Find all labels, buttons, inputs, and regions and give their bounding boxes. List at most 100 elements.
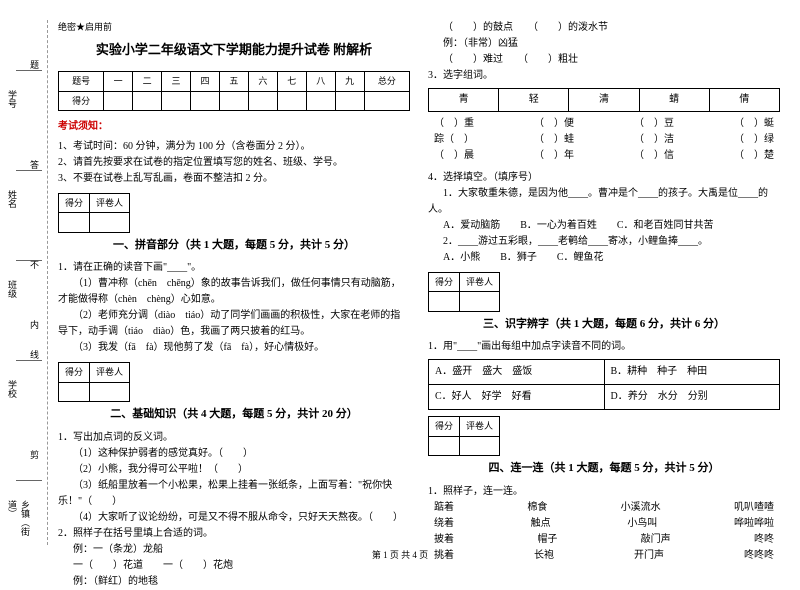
ss-cell[interactable] xyxy=(460,436,500,455)
score-head: 九 xyxy=(335,72,364,91)
conn-item: 小溪流水 xyxy=(621,500,661,516)
char-item: 踪（ ） xyxy=(434,132,474,148)
q24-stem: 4．选择填空。（填序号） xyxy=(428,170,780,186)
ss-head: 得分 xyxy=(59,363,90,382)
paper-title: 实验小学二年级语文下学期能力提升试卷 附解析 xyxy=(58,40,410,61)
char-item: （ ）豆 xyxy=(634,116,674,132)
score-head: 二 xyxy=(133,72,162,91)
part2-title: 二、基础知识（共 4 大题，每题 5 分，共计 20 分） xyxy=(58,406,410,424)
ss-head: 评卷人 xyxy=(460,417,500,436)
gutter-hint: 答 xyxy=(28,160,41,169)
char-cell: 蜻 xyxy=(639,89,709,112)
answer-table: A．盛开 盛大 盛饭 B．耕种 种子 种田 C．好人 好学 好看 D．养分 水分… xyxy=(428,359,780,410)
right-column: （ ）的鼓点 （ ）的泼水节 例：（非常）凶猛 （ ）难过 （ ）粗壮 3．选字… xyxy=(428,20,780,545)
score-head: 题号 xyxy=(59,72,104,91)
q24-line: 1．大家敬重朱德，是因为他____。曹冲是个____的孩子。大禹是位____的人… xyxy=(428,186,780,218)
ans-cell: D．养分 水分 分别 xyxy=(604,385,780,410)
conn-item: 哗啦哗啦 xyxy=(734,516,774,532)
gutter-line xyxy=(16,360,42,361)
char-cell: 清 xyxy=(569,89,639,112)
conn-row: 绕着 触点 小鸟叫 哗啦哗啦 xyxy=(428,516,780,532)
score-head: 五 xyxy=(219,72,248,91)
ss-cell[interactable] xyxy=(429,436,460,455)
q21-line: （4）大家听了议论纷纷，可是又不得不服从命令，只好天天熬夜。（ ） xyxy=(58,510,410,526)
ss-cell[interactable] xyxy=(59,382,90,401)
q22-stem: 2．照样子在括号里填上合适的词。 xyxy=(58,526,410,542)
score-head: 四 xyxy=(191,72,220,91)
gutter-label: 乡镇（街道） xyxy=(6,500,32,545)
ss-head: 得分 xyxy=(429,417,460,436)
conn-item: 棉食 xyxy=(527,500,547,516)
gutter-label: 学校 xyxy=(6,380,19,398)
q4-stem: 1．照样子，连一连。 xyxy=(428,484,780,500)
gutter-hint: 线 xyxy=(28,350,41,359)
q1-stem: 1．请在正确的读音下画"____"。 xyxy=(58,260,410,276)
char-item: （ ）便 xyxy=(534,116,574,132)
col2-line: （ ）难过 （ ）粗壮 xyxy=(428,52,780,68)
ss-cell[interactable] xyxy=(90,213,130,232)
conn-row: 踮着 棉食 小溪流水 叽叭喳喳 xyxy=(428,500,780,516)
ss-cell[interactable] xyxy=(59,213,90,232)
notice-line: 2、请首先按要求在试卷的指定位置填写您的姓名、班级、学号。 xyxy=(58,155,410,171)
char-item: （ ）年 xyxy=(534,148,574,164)
char-item: （ ）绿 xyxy=(734,132,774,148)
char-cell: 轻 xyxy=(499,89,569,112)
part1-title: 一、拼音部分（共 1 大题，每题 5 分，共计 5 分） xyxy=(58,237,410,255)
score-cell[interactable] xyxy=(133,91,162,110)
notice-line: 3、不要在试卷上乱写乱画，卷面不整洁扣 2 分。 xyxy=(58,171,410,187)
gutter-hint: 题 xyxy=(28,60,41,69)
score-cell[interactable] xyxy=(306,91,335,110)
q21-line: （1）这种保护弱者的感觉真好。（ ） xyxy=(58,446,410,462)
score-cell[interactable] xyxy=(248,91,277,110)
gutter-hint: 剪 xyxy=(28,450,41,459)
char-item: （ ）晨 xyxy=(434,148,474,164)
notice-title: 考试须知： xyxy=(58,119,410,135)
gutter-hint: 不 xyxy=(28,260,41,269)
char-item: （ ）蛙 xyxy=(534,132,574,148)
small-score-box: 得分评卷人 xyxy=(58,362,130,402)
part3-title: 三、识字辨字（共 1 大题，每题 6 分，共计 6 分） xyxy=(428,316,780,334)
small-score-box: 得分评卷人 xyxy=(428,272,500,312)
q24-line: 2．____游过五彩眼，____老鹌给____寄冰，小鲤鱼捧____。 xyxy=(428,234,780,250)
part4-title: 四、连一连（共 1 大题，每题 5 分，共计 5 分） xyxy=(428,460,780,478)
left-column: 绝密★启用前 实验小学二年级语文下学期能力提升试卷 附解析 题号 一 二 三 四… xyxy=(58,20,410,545)
gutter-line xyxy=(16,70,42,71)
gutter-label: 班级 xyxy=(6,280,19,298)
small-score-box: 得分评卷人 xyxy=(58,193,130,233)
score-cell[interactable] xyxy=(335,91,364,110)
col2-line: （ ）的鼓点 （ ）的泼水节 xyxy=(428,20,780,36)
score-head: 三 xyxy=(162,72,191,91)
ss-cell[interactable] xyxy=(429,292,460,311)
q1-line: （1）曹冲称（chēn chēng）象的故事告诉我们，做任何事情只有动脑筋，才能… xyxy=(58,276,410,308)
ans-cell: B．耕种 种子 种田 xyxy=(604,360,780,385)
score-cell[interactable] xyxy=(104,91,133,110)
score-header-row: 题号 一 二 三 四 五 六 七 八 九 总分 xyxy=(59,72,410,91)
score-cell[interactable] xyxy=(191,91,220,110)
q1-line: （2）老师充分调（diào tiáo）动了同学们画画的积极性，大家在老师的指导下… xyxy=(58,308,410,340)
gutter-label: 学号 xyxy=(6,90,19,108)
char-item: （ ）重 xyxy=(434,116,474,132)
gutter-hint: 内 xyxy=(28,320,41,329)
ans-cell: C．好人 好学 好看 xyxy=(429,385,605,410)
char-item: （ ）蜓 xyxy=(734,116,774,132)
ss-cell[interactable] xyxy=(90,382,130,401)
score-cell[interactable] xyxy=(364,91,409,110)
col2-line: 例：（非常）凶猛 xyxy=(428,36,780,52)
score-cell[interactable] xyxy=(277,91,306,110)
ss-head: 评卷人 xyxy=(460,273,500,292)
score-head: 七 xyxy=(277,72,306,91)
score-cell[interactable] xyxy=(162,91,191,110)
q22-line: 例：（鲜红）的地毯 xyxy=(58,574,410,590)
char-row: 踪（ ） （ ）蛙 （ ）洁 （ ）绿 xyxy=(428,132,780,148)
conn-item: 咚咚 xyxy=(754,532,774,548)
q24-line: A．爱动脑筋 B．一心为着百姓 C．和老百姓同甘共苦 xyxy=(428,218,780,234)
conn-item: 触点 xyxy=(531,516,551,532)
score-head: 八 xyxy=(306,72,335,91)
score-table: 题号 一 二 三 四 五 六 七 八 九 总分 得分 xyxy=(58,71,410,111)
gutter-line xyxy=(16,480,42,481)
ss-head: 评卷人 xyxy=(90,363,130,382)
score-head: 总分 xyxy=(364,72,409,91)
ss-cell[interactable] xyxy=(460,292,500,311)
score-cell[interactable] xyxy=(219,91,248,110)
q23-stem: 3．选字组词。 xyxy=(428,68,780,84)
